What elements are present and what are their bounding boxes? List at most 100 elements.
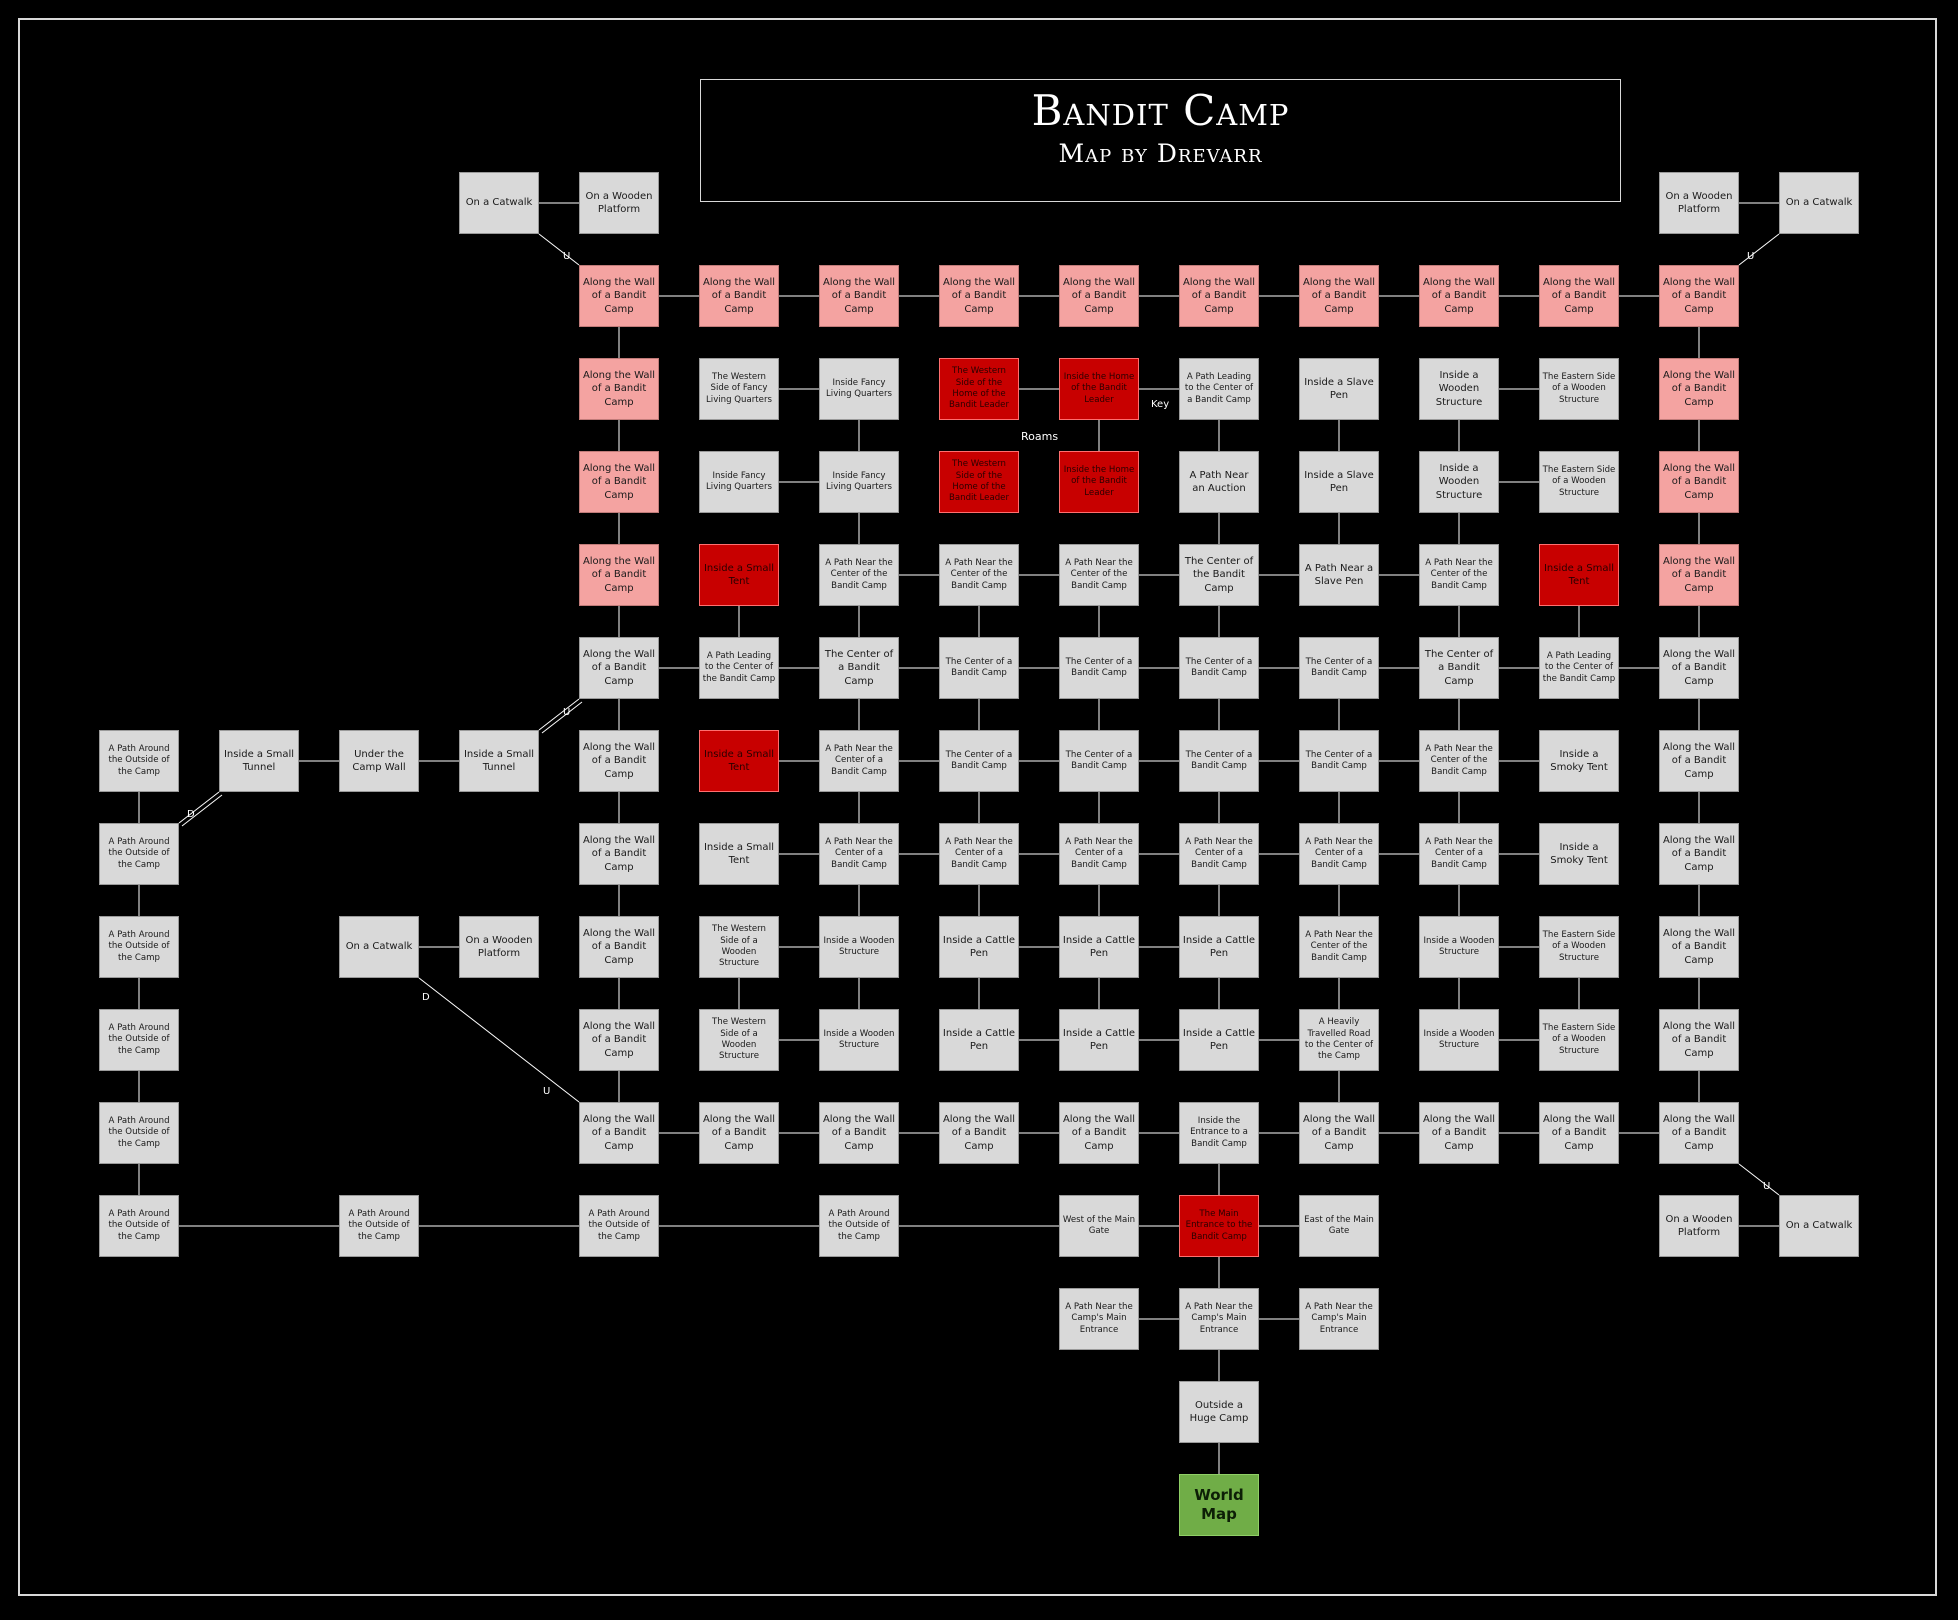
room-r7i[interactable]: Inside a Smoky Tent [1539,823,1619,885]
room-c2[interactable]: On a Wooden Platform [579,172,659,234]
room-c1[interactable]: On a Catwalk [459,172,539,234]
room-r7c[interactable]: A Path Near the Center of a Bandit Camp [819,823,899,885]
room-r3d[interactable]: The Western Side of the Home of the Band… [939,451,1019,513]
room-r3f[interactable]: A Path Near an Auction [1179,451,1259,513]
room-r4e[interactable]: A Path Near the Center of the Bandit Cam… [1059,544,1139,606]
room-r9a[interactable]: Along the Wall of a Bandit Camp [579,1009,659,1071]
room-w3[interactable]: Along the Wall of a Bandit Camp [819,265,899,327]
room-r8h[interactable]: Inside a Wooden Structure [1419,916,1499,978]
room-o7[interactable]: A Path Around the Outside of the Camp [339,1195,419,1257]
room-r6i[interactable]: Inside a Smoky Tent [1539,730,1619,792]
room-g3[interactable]: East of the Main Gate [1299,1195,1379,1257]
room-r5c[interactable]: The Center of a Bandit Camp [819,637,899,699]
room-r8c[interactable]: Inside a Wooden Structure [819,916,899,978]
room-o4[interactable]: A Path Around the Outside of the Camp [99,1009,179,1071]
room-r10c[interactable]: Along the Wall of a Bandit Camp [819,1102,899,1164]
room-e1[interactable]: A Path Near the Camp's Main Entrance [1059,1288,1139,1350]
room-r9i[interactable]: The Eastern Side of a Wooden Structure [1539,1009,1619,1071]
room-r4b[interactable]: Inside a Small Tent [699,544,779,606]
room-r8a[interactable]: Along the Wall of a Bandit Camp [579,916,659,978]
room-r6a[interactable]: Along the Wall of a Bandit Camp [579,730,659,792]
room-t2[interactable]: Under the Camp Wall [339,730,419,792]
room-r7f[interactable]: A Path Near the Center of a Bandit Camp [1179,823,1259,885]
room-r5f[interactable]: The Center of a Bandit Camp [1179,637,1259,699]
room-r4f[interactable]: The Center of the Bandit Camp [1179,544,1259,606]
room-t3[interactable]: Inside a Small Tunnel [459,730,539,792]
room-r5b[interactable]: A Path Leading to the Center of the Band… [699,637,779,699]
room-c5[interactable]: On a Catwalk [339,916,419,978]
room-r6b[interactable]: Inside a Small Tent [699,730,779,792]
room-r8e[interactable]: Inside a Cattle Pen [1059,916,1139,978]
room-r3c[interactable]: Inside Fancy Living Quarters [819,451,899,513]
room-r9e[interactable]: Inside a Cattle Pen [1059,1009,1139,1071]
room-r6f[interactable]: The Center of a Bandit Camp [1179,730,1259,792]
room-w6[interactable]: Along the Wall of a Bandit Camp [1179,265,1259,327]
room-r9d[interactable]: Inside a Cattle Pen [939,1009,1019,1071]
room-r10h[interactable]: Along the Wall of a Bandit Camp [1419,1102,1499,1164]
room-r10b[interactable]: Along the Wall of a Bandit Camp [699,1102,779,1164]
room-r2a[interactable]: Along the Wall of a Bandit Camp [579,358,659,420]
room-c6[interactable]: On a Wooden Platform [459,916,539,978]
room-w7[interactable]: Along the Wall of a Bandit Camp [1299,265,1379,327]
room-r7e[interactable]: A Path Near the Center of a Bandit Camp [1059,823,1139,885]
room-r4a[interactable]: Along the Wall of a Bandit Camp [579,544,659,606]
room-w8[interactable]: Along the Wall of a Bandit Camp [1419,265,1499,327]
room-o6[interactable]: A Path Around the Outside of the Camp [99,1195,179,1257]
room-r5e[interactable]: The Center of a Bandit Camp [1059,637,1139,699]
room-c7[interactable]: On a Wooden Platform [1659,1195,1739,1257]
room-r2i[interactable]: The Eastern Side of a Wooden Structure [1539,358,1619,420]
room-r6d[interactable]: The Center of a Bandit Camp [939,730,1019,792]
room-r7g[interactable]: A Path Near the Center of a Bandit Camp [1299,823,1379,885]
room-r2c[interactable]: Inside Fancy Living Quarters [819,358,899,420]
room-r4h[interactable]: A Path Near the Center of the Bandit Cam… [1419,544,1499,606]
room-r8g[interactable]: A Path Near the Center of the Bandit Cam… [1299,916,1379,978]
room-g2[interactable]: The Main Entrance to the Bandit Camp [1179,1195,1259,1257]
room-e3[interactable]: A Path Near the Camp's Main Entrance [1299,1288,1379,1350]
room-r6c[interactable]: A Path Near the Center of a Bandit Camp [819,730,899,792]
room-r2g[interactable]: Inside a Slave Pen [1299,358,1379,420]
room-r10j[interactable]: Along the Wall of a Bandit Camp [1659,1102,1739,1164]
room-r6g[interactable]: The Center of a Bandit Camp [1299,730,1379,792]
room-c4[interactable]: On a Catwalk [1779,172,1859,234]
room-w1[interactable]: Along the Wall of a Bandit Camp [579,265,659,327]
room-r2b[interactable]: The Western Side of Fancy Living Quarter… [699,358,779,420]
room-r9j[interactable]: Along the Wall of a Bandit Camp [1659,1009,1739,1071]
room-h1[interactable]: Outside a Huge Camp [1179,1381,1259,1443]
world-map-exit[interactable]: World Map [1179,1474,1259,1536]
room-r6j[interactable]: Along the Wall of a Bandit Camp [1659,730,1739,792]
room-r3g[interactable]: Inside a Slave Pen [1299,451,1379,513]
room-w2[interactable]: Along the Wall of a Bandit Camp [699,265,779,327]
room-c8[interactable]: On a Catwalk [1779,1195,1859,1257]
room-o1[interactable]: A Path Around the Outside of the Camp [99,730,179,792]
room-w10[interactable]: Along the Wall of a Bandit Camp [1659,265,1739,327]
room-o2[interactable]: A Path Around the Outside of the Camp [99,823,179,885]
room-r7j[interactable]: Along the Wall of a Bandit Camp [1659,823,1739,885]
room-r8f[interactable]: Inside a Cattle Pen [1179,916,1259,978]
room-r4g[interactable]: A Path Near a Slave Pen [1299,544,1379,606]
room-r9f[interactable]: Inside a Cattle Pen [1179,1009,1259,1071]
room-r5j[interactable]: Along the Wall of a Bandit Camp [1659,637,1739,699]
room-r4i[interactable]: Inside a Small Tent [1539,544,1619,606]
room-o8[interactable]: A Path Around the Outside of the Camp [579,1195,659,1257]
room-r9g[interactable]: A Heavily Travelled Road to the Center o… [1299,1009,1379,1071]
room-r6e[interactable]: The Center of a Bandit Camp [1059,730,1139,792]
room-r10i[interactable]: Along the Wall of a Bandit Camp [1539,1102,1619,1164]
room-r10g[interactable]: Along the Wall of a Bandit Camp [1299,1102,1379,1164]
room-g1[interactable]: West of the Main Gate [1059,1195,1139,1257]
room-r9c[interactable]: Inside a Wooden Structure [819,1009,899,1071]
room-w9[interactable]: Along the Wall of a Bandit Camp [1539,265,1619,327]
room-r10f[interactable]: Inside the Entrance to a Bandit Camp [1179,1102,1259,1164]
room-r8j[interactable]: Along the Wall of a Bandit Camp [1659,916,1739,978]
room-r2f[interactable]: A Path Leading to the Center of a Bandit… [1179,358,1259,420]
room-r3j[interactable]: Along the Wall of a Bandit Camp [1659,451,1739,513]
room-r7h[interactable]: A Path Near the Center of a Bandit Camp [1419,823,1499,885]
room-r8b[interactable]: The Western Side of a Wooden Structure [699,916,779,978]
room-r7d[interactable]: A Path Near the Center of a Bandit Camp [939,823,1019,885]
room-r2d[interactable]: The Western Side of the Home of the Band… [939,358,1019,420]
room-r3h[interactable]: Inside a Wooden Structure [1419,451,1499,513]
room-r5g[interactable]: The Center of a Bandit Camp [1299,637,1379,699]
room-e2[interactable]: A Path Near the Camp's Main Entrance [1179,1288,1259,1350]
room-r3a[interactable]: Along the Wall of a Bandit Camp [579,451,659,513]
room-r6h[interactable]: A Path Near the Center of the Bandit Cam… [1419,730,1499,792]
room-r4c[interactable]: A Path Near the Center of the Bandit Cam… [819,544,899,606]
